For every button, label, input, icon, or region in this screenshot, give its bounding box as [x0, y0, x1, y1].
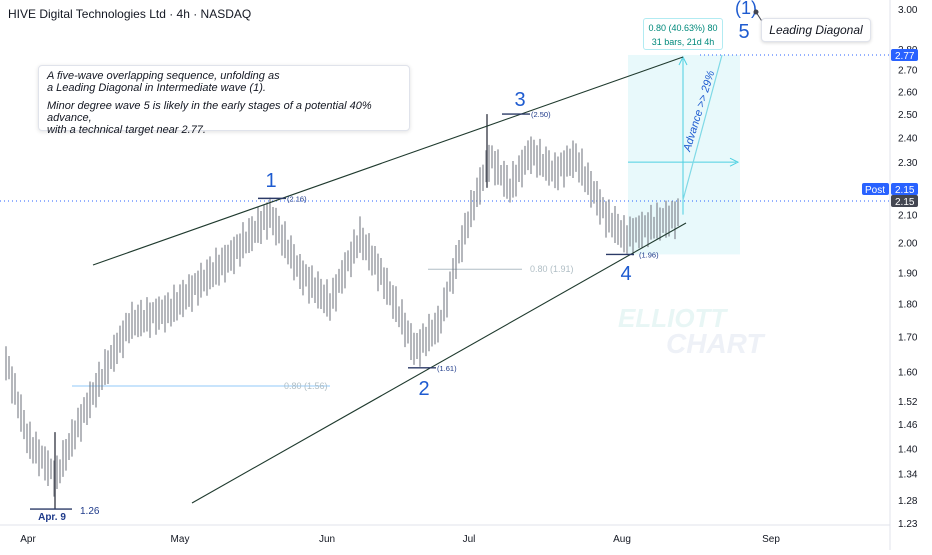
price-tag-label: 2.15 [895, 197, 915, 208]
wave-labels: 1 (2.16) 2 (1.61) 3 (2.50) 4 (1.96) 5 (1) [258, 0, 757, 400]
wave-label: 1 [265, 170, 276, 192]
level-label: 0.80 (1.56) [284, 381, 328, 391]
level-label: 0.80 (1.91) [530, 264, 574, 274]
measure-box: 0.80 (40.63%) 80 31 bars, 21d 4h [643, 18, 723, 50]
diagonal-lower-line [191, 222, 687, 504]
price-tag-bg [862, 183, 889, 196]
candles [5, 114, 679, 510]
x-tick-label: Apr [20, 534, 36, 545]
watermark-elliott: ELLIOTT [618, 303, 728, 333]
projection-line [682, 54, 723, 201]
x-tick-label: May [171, 534, 190, 545]
price-tag-bg [891, 195, 918, 208]
y-tick-label: 2.10 [898, 211, 918, 222]
target-vertical-arrow [678, 55, 688, 66]
x-tick-label: Sep [762, 534, 780, 545]
level-label: 1.26 [80, 506, 100, 517]
measure-line-1: 0.80 (40.63%) 80 [648, 23, 718, 33]
chart-title: HIVE Digital Technologies Ltd · 4h · NAS… [8, 7, 252, 21]
wave-price-annotation: (2.16) [287, 194, 307, 203]
y-tick-label: 1.60 [898, 367, 918, 378]
watermark-chart: CHART [666, 328, 766, 359]
price-tag-label: 2.77 [895, 51, 915, 62]
wave-price-annotation: (1.61) [437, 364, 457, 373]
y-tick-label: 1.23 [898, 519, 918, 530]
note-line-4: with a technical target near 2.77. [47, 124, 206, 136]
y-tick-label: 1.46 [898, 420, 918, 431]
target-zone [628, 54, 740, 255]
target-mid-arrow [729, 157, 740, 167]
x-tick-label: Aug [613, 534, 631, 545]
wave-label: (1) [735, 0, 757, 18]
y-tick-label: 2.00 [898, 239, 918, 250]
y-tick-label: 2.30 [898, 158, 918, 169]
wave-label: 4 [620, 263, 631, 285]
y-tick-label: 1.40 [898, 444, 918, 455]
y-tick-label: 2.70 [898, 66, 918, 77]
price-tag-label: Post [865, 185, 885, 196]
x-axis-ticks: Apr May Jun Jul Aug Sep [20, 534, 780, 545]
wave-label: 3 [514, 89, 525, 111]
price-tag-bg [891, 48, 918, 61]
measure-line-2: 31 bars, 21d 4h [651, 37, 715, 47]
wave-price-annotation: (1.96) [639, 250, 659, 259]
wave-label: 2 [418, 378, 429, 400]
x-tick-label: Jul [463, 534, 476, 545]
y-tick-label: 1.28 [898, 496, 918, 507]
note-line-2: a Leading Diagonal in Intermediate wave … [47, 82, 266, 94]
y-tick-label: 1.34 [898, 470, 918, 481]
y-tick-label: 1.80 [898, 299, 918, 310]
callout-dot [753, 9, 759, 15]
analysis-note: A five-wave overlapping sequence, unfold… [38, 65, 410, 136]
level-label: Apr. 9 [38, 512, 66, 523]
leading-diagonal-callout: Leading Diagonal [761, 18, 871, 42]
price-tag-bg [891, 183, 918, 196]
price-tag-label: 2.15 [895, 185, 915, 196]
y-tick-label: 2.40 [898, 134, 918, 145]
wave-label: 5 [738, 21, 749, 43]
wave-price-annotation: (2.50) [531, 110, 551, 119]
note-line-1: A five-wave overlapping sequence, unfold… [47, 70, 280, 82]
x-tick-label: Jun [319, 534, 335, 545]
y-tick-label: 1.90 [898, 268, 918, 279]
y-tick-label: 3.00 [898, 5, 918, 16]
y-axis-ticks: 1.23 1.28 1.34 1.40 1.46 1.52 1.60 1.70 1.80 1.90… [898, 5, 918, 530]
y-tick-label: 1.52 [898, 397, 918, 408]
diagonal-upper-line [92, 56, 684, 266]
y-tick-label: 1.70 [898, 332, 918, 343]
note-line-3: Minor degree wave 5 is likely in the ear… [47, 100, 372, 124]
y-tick-label: 2.60 [898, 87, 918, 98]
y-tick-label: 2.50 [898, 110, 918, 121]
